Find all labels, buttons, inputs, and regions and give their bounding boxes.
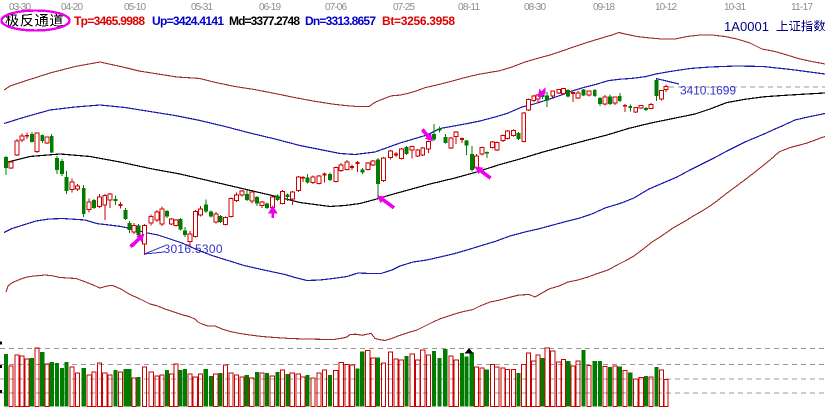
svg-text:Up=3424.4141: Up=3424.4141 xyxy=(152,14,224,28)
svg-text:07-06: 07-06 xyxy=(325,2,347,13)
svg-text:3410.1699: 3410.1699 xyxy=(680,84,736,98)
svg-text:04-20: 04-20 xyxy=(61,2,83,13)
svg-text:05-31: 05-31 xyxy=(191,2,213,13)
svg-text:Bt=3256.3958: Bt=3256.3958 xyxy=(382,14,455,28)
svg-text:03-30: 03-30 xyxy=(9,2,31,13)
svg-text:10-12: 10-12 xyxy=(655,2,677,13)
svg-text:08-11: 08-11 xyxy=(458,2,480,13)
svg-text:06-19: 06-19 xyxy=(259,2,281,13)
svg-text:3016.5300: 3016.5300 xyxy=(164,242,223,256)
svg-text:1A0001: 1A0001 xyxy=(724,19,769,34)
svg-text:Md=3377.2748: Md=3377.2748 xyxy=(229,14,300,28)
svg-text:10-31: 10-31 xyxy=(724,2,746,13)
svg-text:08-30: 08-30 xyxy=(524,2,546,13)
svg-text:Dn=3313.8657: Dn=3313.8657 xyxy=(305,14,376,28)
svg-text:11-17: 11-17 xyxy=(791,2,813,13)
svg-text:07-25: 07-25 xyxy=(393,2,415,13)
svg-text:09-18: 09-18 xyxy=(593,2,615,13)
svg-text:Tp=3465.9988: Tp=3465.9988 xyxy=(74,14,145,28)
svg-text:05-10: 05-10 xyxy=(124,2,146,13)
